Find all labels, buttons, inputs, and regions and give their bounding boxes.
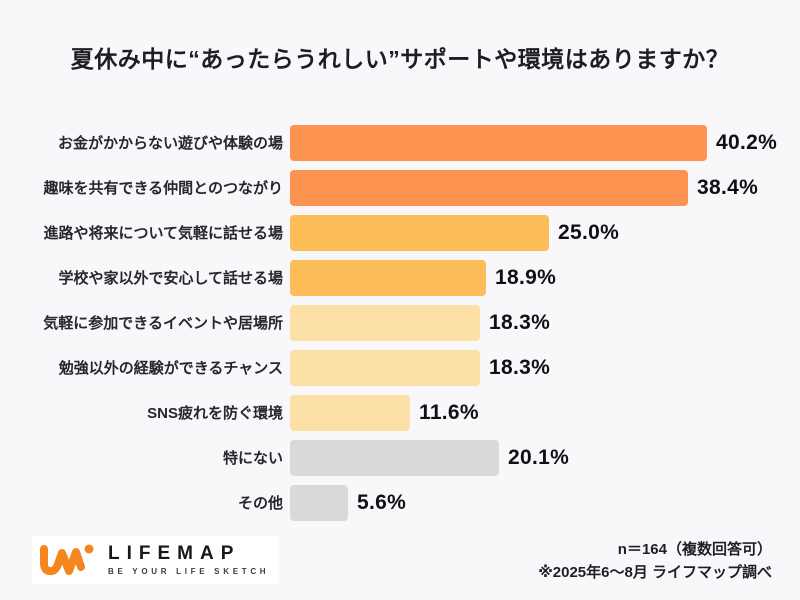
category-label: 進路や将来について気軽に話せる場 [43, 225, 283, 242]
bar-row: 趣味を共有できる仲間とのつながり 38.4% [0, 165, 800, 210]
bar-row: お金がかからない遊びや体験の場 40.2% [0, 120, 800, 165]
bar-row: その他 5.6% [0, 480, 800, 525]
bar [290, 394, 410, 431]
value-label: 11.6% [419, 400, 479, 424]
lifemap-logo: LIFEMAP BE YOUR LIFE SKETCH [32, 536, 280, 584]
bar-row: 進路や将来について気軽に話せる場 25.0% [0, 210, 800, 255]
logo-tagline: BE YOUR LIFE SKETCH [108, 566, 270, 576]
bar [290, 169, 688, 206]
bar-row: 勉強以外の経験ができるチャンス 18.3% [0, 345, 800, 390]
category-label: SNS疲れを防ぐ環境 [147, 405, 283, 422]
category-label: 趣味を共有できる仲間とのつながり [43, 180, 283, 197]
category-label: お金がかからない遊びや体験の場 [57, 135, 283, 152]
value-label: 20.1% [508, 445, 570, 469]
sample-size-note: n＝164（複数回答可） [617, 540, 772, 558]
logo-wordmark: LIFEMAP [108, 543, 241, 565]
value-label: 18.9% [495, 265, 557, 289]
value-label: 25.0% [558, 220, 620, 244]
category-label: その他 [237, 495, 283, 512]
bar [290, 124, 707, 161]
chart-title: 夏休み中に“あったらうれしい”サポートや環境はありますか？ [70, 46, 730, 72]
value-label: 18.3% [489, 355, 551, 379]
value-label: 40.2% [716, 130, 778, 154]
logo-text-block: LIFEMAP BE YOUR LIFE SKETCH [108, 543, 270, 576]
survey-notes: n＝164（複数回答可） ※2025年6～8月 ライフマップ調べ [538, 538, 772, 585]
bar [290, 259, 486, 296]
bar [290, 439, 499, 476]
value-label: 5.6% [357, 490, 407, 514]
value-label: 38.4% [697, 175, 759, 199]
bar [290, 214, 549, 251]
survey-source-note: ※2025年6～8月 ライフマップ調べ [538, 563, 772, 581]
category-label: 気軽に参加できるイベントや居場所 [43, 315, 283, 332]
category-label: 学校や家以外で安心して話せる場 [58, 270, 283, 287]
bar-row: 学校や家以外で安心して話せる場 18.9% [0, 255, 800, 300]
category-label: 勉強以外の経験ができるチャンス [58, 360, 283, 377]
bar-row: 特にない 20.1% [0, 435, 800, 480]
value-label: 18.3% [489, 310, 551, 334]
bar-row: 気軽に参加できるイベントや居場所 18.3% [0, 300, 800, 345]
bar [290, 304, 480, 341]
bar-row: SNS疲れを防ぐ環境 11.6% [0, 390, 800, 435]
category-label: 特にない [222, 450, 283, 467]
bar [290, 484, 348, 521]
bar [290, 349, 480, 386]
bar-chart: お金がかからない遊びや体験の場 40.2% 趣味を共有できる仲間とのつながり 3… [0, 120, 800, 525]
lifemap-logo-icon [40, 544, 94, 576]
